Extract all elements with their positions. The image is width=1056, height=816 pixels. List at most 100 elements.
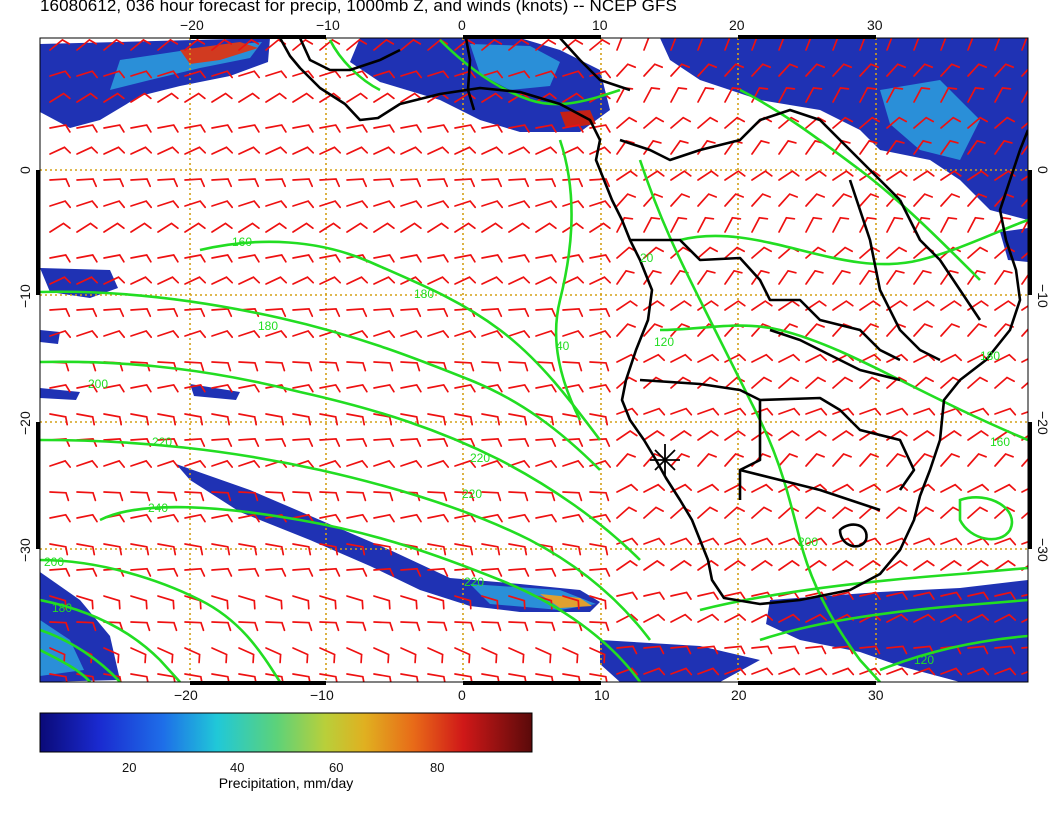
- wind-barb: [535, 413, 555, 426]
- wind-barb: [481, 621, 502, 632]
- wind-barb: [130, 276, 153, 285]
- wind-barb: [508, 438, 530, 447]
- contour-label: 160: [990, 435, 1010, 449]
- contour-labels: 160 180 180 200 220 220 240 220 220 40 1…: [44, 235, 1010, 667]
- wind-barb: [454, 254, 476, 263]
- wind-barb: [238, 70, 261, 79]
- wind-barb: [292, 222, 314, 233]
- wind-barb: [1021, 304, 1028, 311]
- lon-tick-label: 0: [458, 687, 466, 703]
- wind-barb: [832, 86, 850, 103]
- wind-barb: [940, 86, 958, 103]
- wind-barb: [427, 146, 450, 155]
- wind-barb: [454, 146, 477, 155]
- wind-barb: [1021, 143, 1028, 155]
- wind-barb: [76, 383, 98, 393]
- wind-barb: [508, 276, 531, 285]
- wind-barb: [940, 667, 963, 676]
- wind-barb: [319, 361, 340, 372]
- wind-barb: [454, 383, 476, 393]
- wind-barb: [292, 308, 314, 318]
- lat-labels-left: 0 −10 −20 −30: [17, 166, 33, 562]
- wind-barb: [913, 429, 935, 441]
- wind-barb: [346, 92, 368, 103]
- wind-barb: [805, 246, 826, 259]
- wind-barb: [481, 438, 503, 447]
- wind-barb: [184, 361, 205, 372]
- wind-barb: [400, 361, 421, 372]
- wind-barb: [805, 63, 826, 77]
- wind-barb: [481, 222, 503, 233]
- wind-barb: [1021, 410, 1028, 415]
- wind-barb: [994, 376, 1015, 389]
- wind-barb: [724, 506, 745, 519]
- wind-barb: [805, 506, 826, 519]
- wind-barb: [724, 116, 746, 129]
- wind-barb: [967, 170, 989, 181]
- wind-barb: [886, 506, 907, 519]
- wind-barb: [832, 429, 854, 441]
- wind-barb: [319, 413, 339, 426]
- wind-barb: [319, 200, 342, 209]
- wind-barb: [967, 407, 990, 416]
- contour-label: 220: [462, 487, 482, 501]
- wind-barb: [292, 361, 313, 372]
- wind-barb: [589, 413, 609, 426]
- wind-barb: [400, 383, 422, 393]
- wind-barb: [589, 567, 611, 577]
- wind-barb: [49, 567, 71, 577]
- wind-barb: [265, 361, 286, 372]
- wind-barb: [805, 429, 827, 441]
- wind-barb: [751, 38, 758, 51]
- wind-barb: [643, 116, 665, 129]
- wind-barb: [346, 621, 367, 632]
- wind-barb: [373, 543, 393, 556]
- wind-barb: [211, 92, 233, 103]
- wind-barb: [697, 452, 717, 467]
- wind-barb: [373, 647, 390, 664]
- wind-barb: [265, 200, 288, 209]
- wind-barb: [616, 506, 637, 519]
- wind-barb: [670, 645, 692, 655]
- wind-barb: [670, 591, 692, 600]
- wind-barb: [967, 645, 989, 655]
- wind-barb: [670, 429, 692, 441]
- wind-barb: [292, 178, 314, 188]
- wind-barb: [103, 124, 125, 133]
- wind-barb: [697, 116, 719, 129]
- wind-barb: [967, 63, 988, 77]
- wind-barb: [481, 459, 504, 468]
- wind-barb: [454, 647, 471, 664]
- colorbar-tick-label: 40: [230, 760, 244, 775]
- wind-barb: [508, 621, 529, 632]
- wind-barb: [616, 323, 636, 337]
- wind-barb: [49, 459, 72, 468]
- wind-barb: [967, 429, 989, 441]
- wind-barb: [724, 216, 742, 233]
- wind-barb: [481, 567, 503, 577]
- wind-barb: [832, 483, 855, 493]
- wind-barb: [427, 543, 447, 556]
- wind-barb: [319, 438, 341, 447]
- wind-barb: [481, 70, 504, 79]
- wind-barb: [508, 491, 529, 502]
- wind-barb: [913, 116, 935, 129]
- wind-barb: [967, 376, 988, 389]
- lon-labels-top: −20 −10 0 10 20 30: [180, 17, 883, 33]
- wind-barb: [535, 438, 557, 447]
- wind-barb: [103, 413, 123, 426]
- wind-barb: [724, 38, 731, 51]
- wind-barb: [994, 537, 1017, 546]
- wind-barb: [778, 407, 801, 416]
- wind-barb: [886, 246, 907, 259]
- wind-barb: [373, 513, 395, 523]
- wind-barb: [481, 92, 503, 103]
- wind-barb: [778, 667, 801, 676]
- wind-barb: [49, 38, 71, 51]
- wind-barb: [940, 323, 960, 337]
- wind-barb: [346, 647, 363, 664]
- wind-barb: [157, 330, 180, 339]
- wind-barb: [319, 647, 336, 664]
- wind-barb: [724, 645, 746, 655]
- wind-barb: [346, 413, 366, 426]
